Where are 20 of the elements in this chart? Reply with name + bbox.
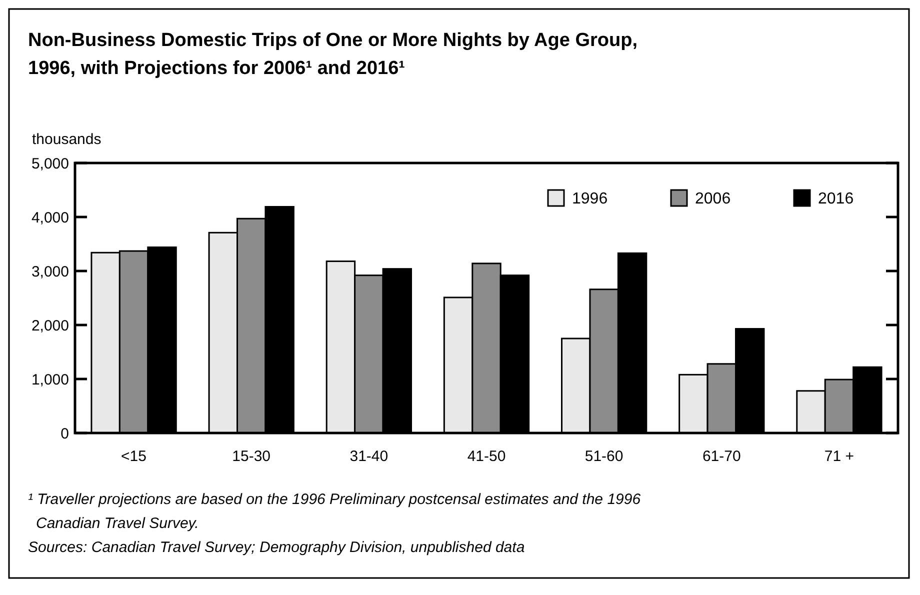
legend-label: 2006	[695, 190, 731, 208]
x-tick-label: 51-60	[584, 448, 624, 465]
x-tick-label: 71 +	[824, 448, 854, 465]
x-tick-label: <15	[121, 448, 147, 465]
y-tick-label: 5,000	[31, 155, 69, 172]
y-tick-label: 2,000	[31, 317, 69, 334]
y-tick-label: 0	[60, 425, 69, 442]
legend-label: 2016	[818, 190, 854, 208]
y-tick-label: 4,000	[31, 209, 69, 226]
source-note: Sources: Canadian Travel Survey; Demography Division, unpublished data	[28, 539, 525, 556]
x-tick-label: 15-30	[232, 448, 271, 465]
y-axis-title: thousands	[32, 131, 102, 148]
x-tick-label: 31-40	[350, 448, 388, 465]
x-tick-label: 41-50	[467, 448, 506, 465]
x-tick-label: 61-70	[702, 448, 741, 465]
legend-label: 1996	[572, 190, 608, 208]
chart-title: Non-Business Domestic Trips of One or More Nights by Age Group, 1996, with Projections for 2006¹ and 2016¹	[28, 30, 638, 79]
y-tick-label: 1,000	[31, 371, 69, 388]
text: ¹ Traveller projections are based on the 1996 Preliminary postcensal estimates and the 1996 Canadian Travel Survey.	[28, 491, 642, 532]
y-tick-label: 3,000	[31, 263, 69, 280]
